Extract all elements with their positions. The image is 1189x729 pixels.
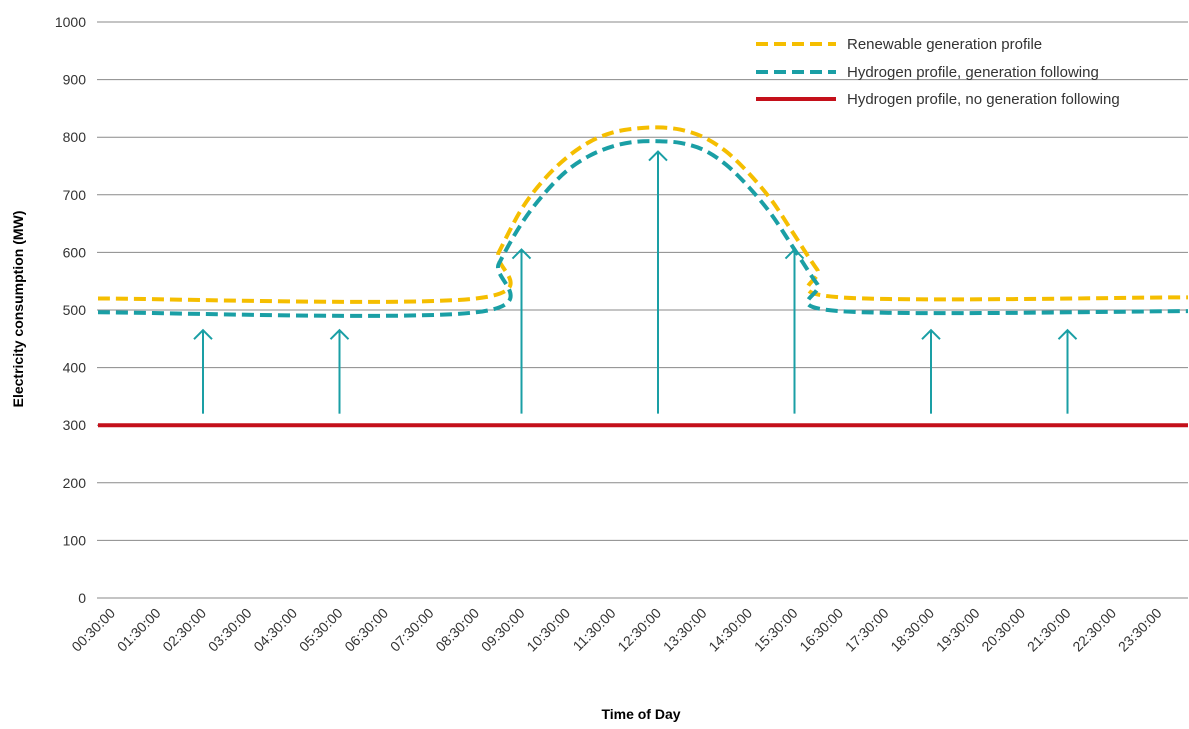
- annotation-arrow: [329, 328, 350, 414]
- y-tick-label: 900: [63, 72, 87, 88]
- y-tick-label: 100: [63, 532, 87, 548]
- x-tick-label: 14:30:00: [705, 605, 755, 655]
- x-tick-label: 11:30:00: [569, 605, 618, 654]
- x-axis-title: Time of Day: [601, 706, 680, 722]
- y-tick-label: 700: [63, 187, 87, 203]
- legend-item-0: Renewable generation profile: [756, 36, 1042, 53]
- annotation-arrow: [1057, 328, 1078, 414]
- x-tick-label: 21:30:00: [1024, 605, 1074, 655]
- x-tick-label: 22:30:00: [1069, 605, 1119, 655]
- legend: Renewable generation profile Hydrogen pro…: [756, 36, 1120, 108]
- annotation-arrows: [193, 150, 1078, 414]
- x-tick-label: 09:30:00: [478, 605, 528, 655]
- y-axis-ticks: 0 100 200 300 400 500 600 700 800 900 1000: [55, 14, 86, 606]
- x-tick-label: 18:30:00: [887, 605, 937, 655]
- y-tick-label: 0: [78, 590, 86, 606]
- x-tick-label: 23:30:00: [1115, 605, 1165, 655]
- x-tick-label: 20:30:00: [978, 605, 1028, 655]
- x-tick-label: 12:30:00: [614, 605, 664, 655]
- x-tick-label: 17:30:00: [842, 605, 892, 655]
- annotation-arrow: [511, 248, 532, 414]
- x-tick-label: 13:30:00: [660, 605, 710, 655]
- x-tick-label: 06:30:00: [341, 605, 391, 655]
- x-tick-label: 01:30:00: [114, 605, 164, 655]
- legend-label: Hydrogen profile, generation following: [847, 64, 1099, 81]
- annotation-arrow: [193, 328, 213, 414]
- y-tick-label: 1000: [55, 14, 86, 30]
- x-tick-label: 02:30:00: [159, 605, 209, 655]
- x-tick-label: 16:30:00: [796, 605, 846, 655]
- x-tick-label: 10:30:00: [523, 605, 573, 655]
- y-tick-label: 400: [63, 360, 87, 376]
- y-tick-label: 500: [63, 302, 87, 318]
- x-axis-ticks: 00:30:0001:30:0002:30:0003:30:0004:30:00…: [68, 605, 1164, 655]
- y-axis-title: Electricity consumption (MW): [10, 211, 26, 408]
- x-tick-label: 05:30:00: [296, 605, 346, 655]
- y-tick-label: 300: [63, 417, 87, 433]
- x-tick-label: 19:30:00: [933, 605, 983, 655]
- x-tick-label: 03:30:00: [205, 605, 255, 655]
- x-tick-label: 04:30:00: [250, 605, 300, 655]
- annotation-arrow: [648, 150, 668, 414]
- legend-item-1: Hydrogen profile, generation following: [756, 64, 1099, 81]
- series-lines: [97, 125, 1189, 428]
- x-tick-label: 00:30:00: [68, 605, 118, 655]
- series-line-1: [97, 139, 1189, 318]
- series-line-0: [97, 125, 1189, 304]
- legend-item-2: Hydrogen profile, no generation followin…: [756, 91, 1120, 108]
- y-tick-label: 800: [63, 129, 87, 145]
- y-tick-label: 600: [63, 244, 87, 260]
- legend-label: Hydrogen profile, no generation followin…: [847, 91, 1120, 108]
- gridlines: [97, 21, 1188, 599]
- annotation-arrow: [784, 248, 805, 414]
- x-tick-label: 08:30:00: [432, 605, 482, 655]
- y-tick-label: 200: [63, 475, 87, 491]
- x-tick-label: 07:30:00: [387, 605, 437, 655]
- x-tick-label: 15:30:00: [751, 605, 801, 655]
- annotation-arrow: [921, 328, 941, 414]
- legend-label: Renewable generation profile: [847, 36, 1042, 53]
